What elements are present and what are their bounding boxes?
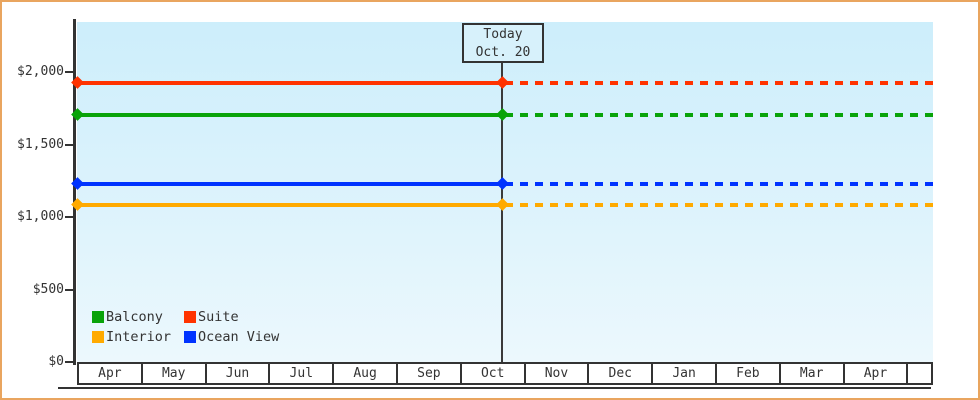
legend-item-interior: Interior xyxy=(92,330,184,344)
legend-label: Interior xyxy=(106,329,172,345)
y-tick: $0 xyxy=(2,354,74,370)
y-tick: $2,000 xyxy=(2,64,74,80)
legend-label: Balcony xyxy=(106,309,163,325)
x-tick-month: May xyxy=(143,364,207,383)
legend-swatch xyxy=(92,331,104,343)
x-axis-baseline xyxy=(58,387,931,389)
series-line-balcony xyxy=(2,108,978,122)
today-annotation-box: Today Oct. 20 xyxy=(462,23,544,63)
legend-label: Suite xyxy=(198,309,239,325)
y-tick-label: $2,000 xyxy=(17,64,64,80)
x-tick-month: Apr xyxy=(79,364,143,383)
y-tick-label: $0 xyxy=(48,354,64,369)
x-tick-month: Dec xyxy=(589,364,654,383)
x-tick-month: Jul xyxy=(270,364,335,383)
series-line-suite xyxy=(2,76,978,90)
x-tick-month: Jun xyxy=(207,364,271,383)
today-vertical-line xyxy=(501,62,503,362)
series-solid-segment xyxy=(77,80,503,85)
series-solid-segment xyxy=(77,202,503,207)
y-tick: $1,500 xyxy=(2,136,74,153)
y-axis-line xyxy=(73,19,76,365)
series-solid-segment xyxy=(77,112,503,117)
legend-label: Ocean View xyxy=(198,329,280,345)
x-tick-month: Apr xyxy=(845,364,909,383)
legend: Balcony Suite Interior Ocean View xyxy=(92,310,279,344)
y-tick: $500 xyxy=(2,281,74,298)
legend-swatch xyxy=(184,331,196,343)
x-tick-month: Jan xyxy=(653,364,717,383)
legend-item-suite: Suite xyxy=(184,310,279,324)
series-solid-segment xyxy=(77,181,503,186)
series-dashed-segment xyxy=(505,112,933,117)
x-tick-month: Nov xyxy=(526,364,590,383)
legend-item-ocean-view: Ocean View xyxy=(184,330,279,344)
y-tick-mark xyxy=(65,288,74,291)
x-axis-month-band: Apr May Jun Jul Aug Sep Oct Nov Dec Jan … xyxy=(77,362,933,385)
today-label: Today xyxy=(483,27,523,42)
x-tick-month: Feb xyxy=(717,364,781,383)
x-tick-month: Aug xyxy=(334,364,398,383)
y-tick-label: $500 xyxy=(32,281,64,297)
x-tick-stub xyxy=(908,364,931,383)
y-tick-mark xyxy=(65,216,74,218)
y-tick-label: $1,000 xyxy=(17,209,64,224)
y-tick-mark xyxy=(65,71,74,74)
y-tick-mark xyxy=(65,143,74,146)
legend-swatch xyxy=(92,311,104,323)
y-tick: $1,000 xyxy=(2,209,74,225)
x-tick-month: Mar xyxy=(781,364,845,383)
today-date: Oct. 20 xyxy=(475,45,531,60)
y-tick-label: $1,500 xyxy=(17,136,64,152)
legend-item-balcony: Balcony xyxy=(92,310,184,324)
series-line-ocean-view xyxy=(2,177,978,191)
series-line-interior xyxy=(2,198,978,212)
legend-swatch xyxy=(184,311,196,323)
series-dashed-segment xyxy=(505,80,933,85)
x-tick-month: Sep xyxy=(398,364,462,383)
y-tick-mark xyxy=(65,361,74,363)
series-dashed-segment xyxy=(505,202,933,207)
series-dashed-segment xyxy=(505,181,933,186)
x-tick-month: Oct xyxy=(462,364,526,383)
